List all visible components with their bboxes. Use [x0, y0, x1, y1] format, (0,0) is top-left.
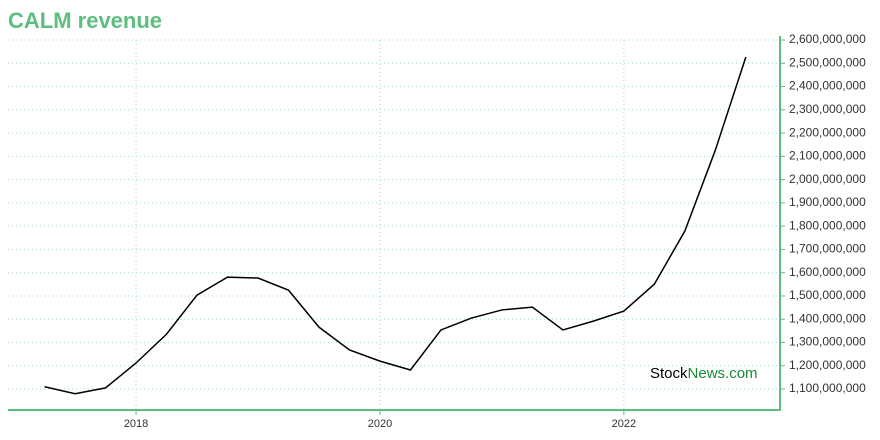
y-tick-label: 1,100,000,000 [789, 381, 866, 395]
y-tick-label: 1,700,000,000 [789, 242, 866, 256]
y-tick-label: 1,300,000,000 [789, 335, 866, 349]
y-tick-label: 2,200,000,000 [789, 125, 866, 139]
y-tick-label: 2,600,000,000 [789, 32, 866, 46]
y-tick-label: 2,000,000,000 [789, 172, 866, 186]
y-tick-label: 2,300,000,000 [789, 102, 866, 116]
y-tick-label: 1,200,000,000 [789, 358, 866, 372]
watermark-part: Stock [650, 365, 688, 382]
y-tick-label: 2,400,000,000 [789, 79, 866, 93]
x-tick-label: 2020 [368, 418, 392, 430]
watermark: StockNews.com [650, 365, 758, 382]
watermark-part: News.com [688, 365, 758, 382]
y-tick-label: 1,500,000,000 [789, 288, 866, 302]
data-line [44, 56, 747, 395]
y-tick-label: 1,900,000,000 [789, 195, 866, 209]
y-tick-label: 1,800,000,000 [789, 218, 866, 232]
x-tick-label: 2022 [612, 418, 636, 430]
chart-title: CALM revenue [8, 8, 162, 33]
x-tick-label: 2018 [124, 418, 148, 430]
y-tick-label: 2,100,000,000 [789, 149, 866, 163]
y-tick-label: 1,600,000,000 [789, 265, 866, 279]
y-tick-label: 1,400,000,000 [789, 311, 866, 325]
y-tick-label: 2,500,000,000 [789, 55, 866, 69]
